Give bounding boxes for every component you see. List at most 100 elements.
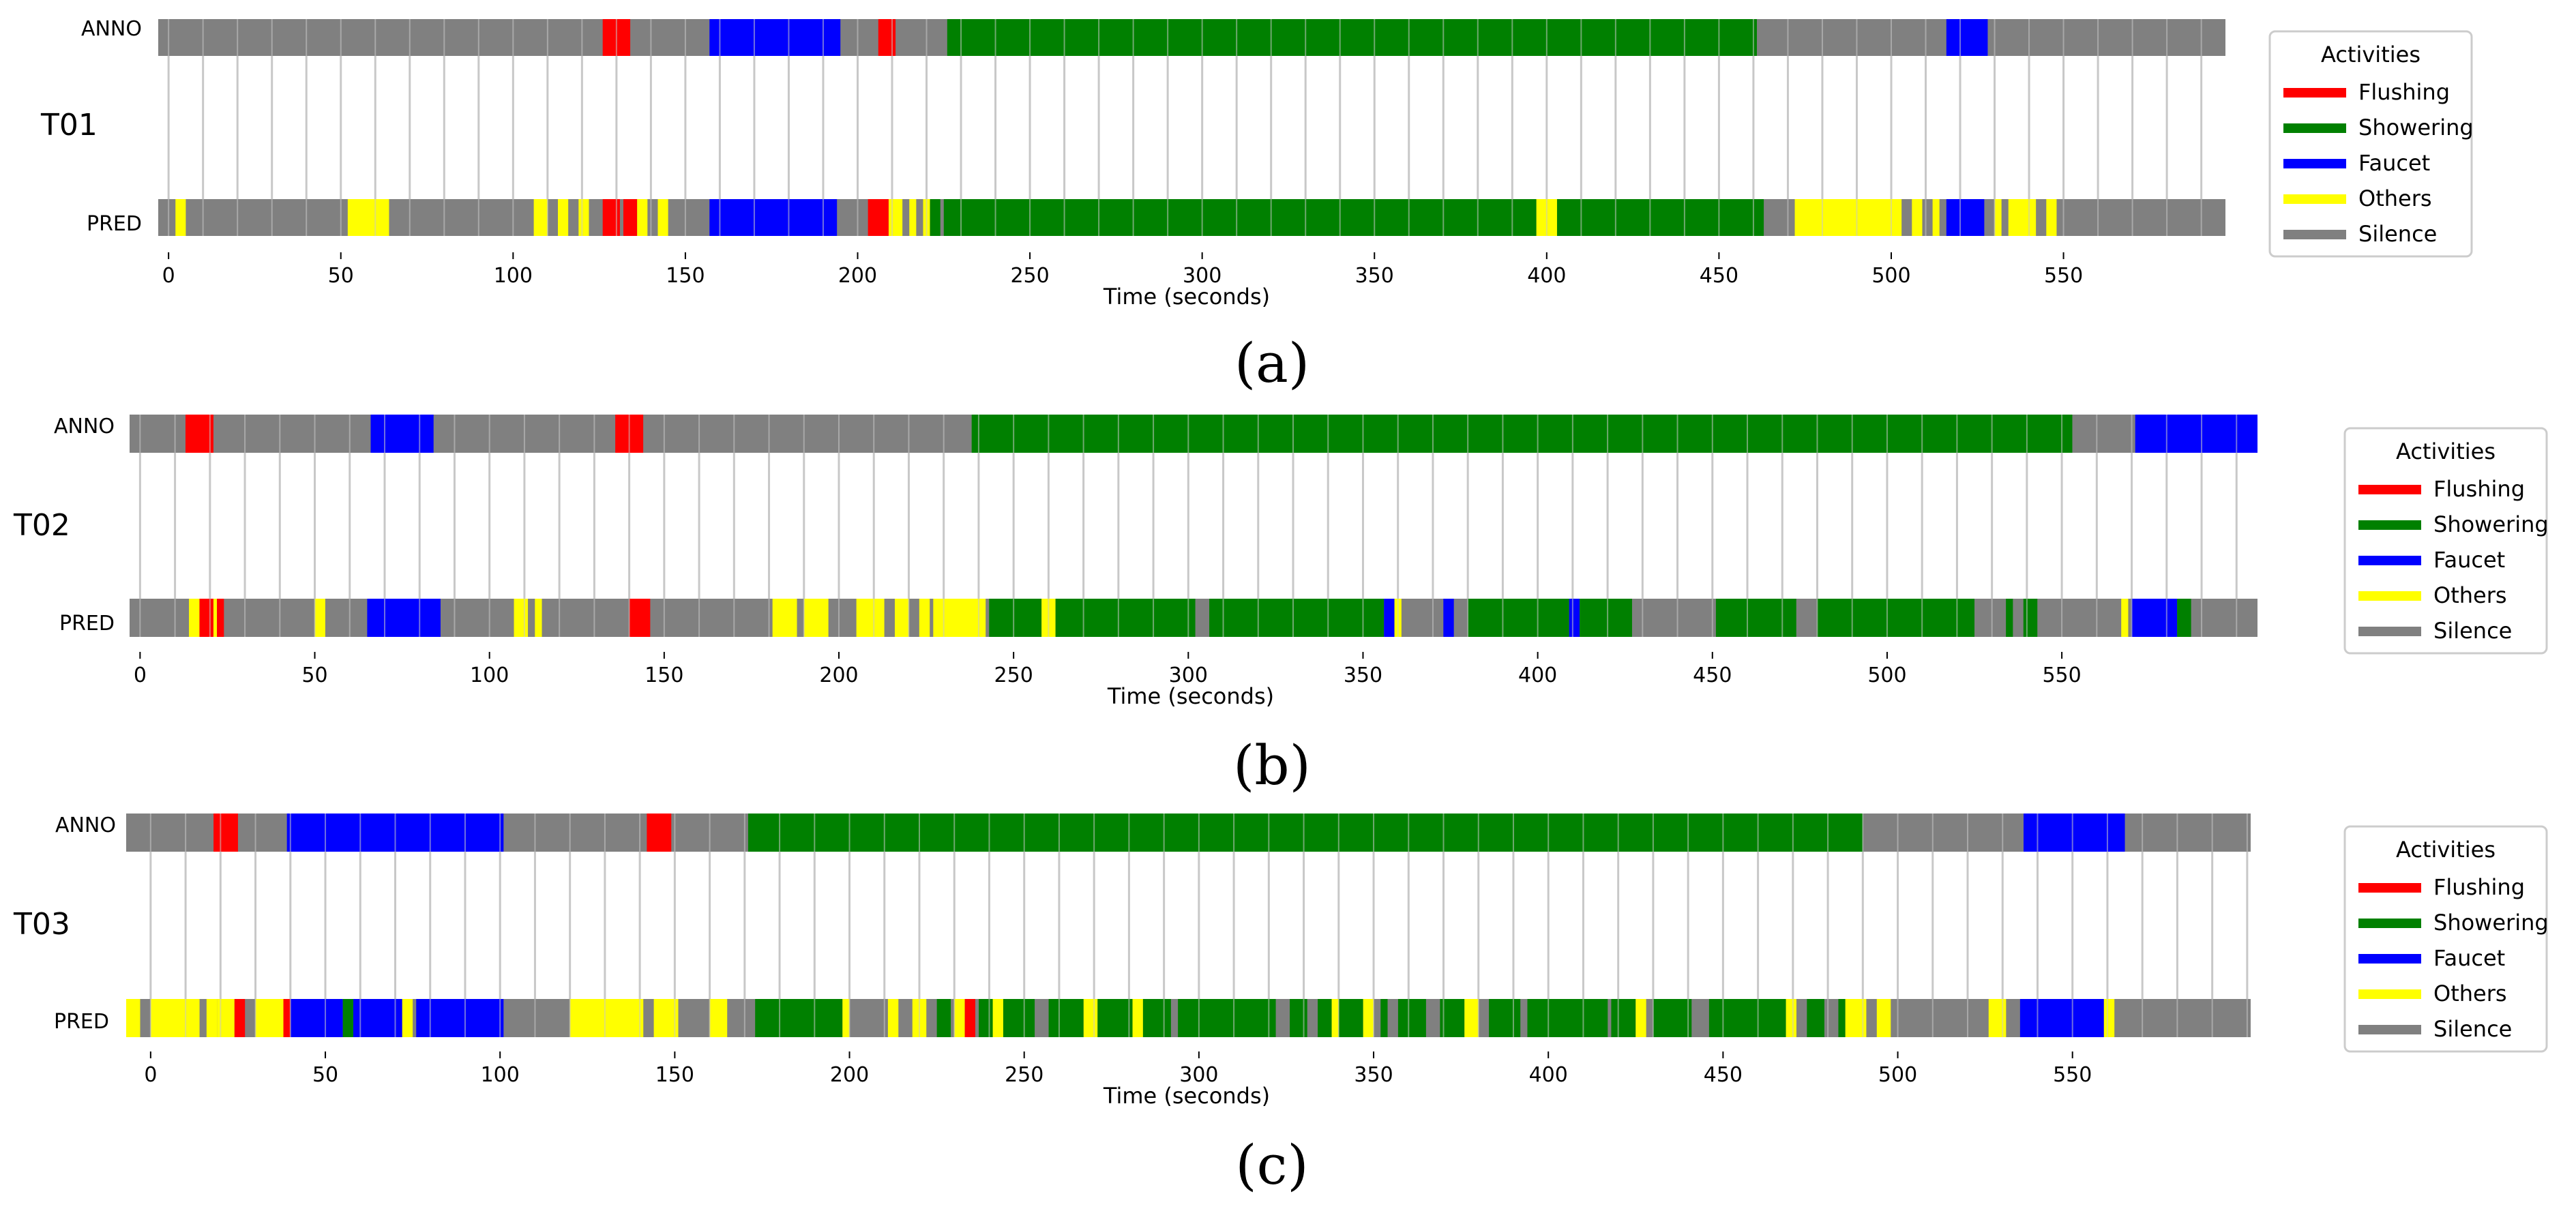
segment-faucet	[2135, 415, 2257, 453]
segment-others	[535, 599, 542, 637]
x-tick-label: 100	[470, 663, 509, 687]
segment-others	[933, 599, 986, 637]
segment-faucet	[290, 999, 343, 1037]
segment-faucet	[367, 599, 441, 637]
segment-others	[533, 199, 548, 236]
panel-c-anno-label: ANNO	[55, 814, 116, 837]
segment-showering	[989, 599, 1042, 637]
segment-showering	[1580, 599, 1632, 637]
panel-c-pred-label: PRED	[54, 1010, 109, 1034]
segment-showering	[755, 999, 843, 1037]
segment-showering	[1178, 999, 1276, 1037]
segment-showering	[2023, 599, 2038, 637]
segment-showering	[936, 999, 951, 1037]
segment-flushing	[283, 999, 291, 1037]
legend-label-others: Others	[2358, 185, 2432, 211]
segment-others	[894, 599, 909, 637]
panel-a-caption: (a)	[1234, 331, 1309, 395]
x-tick-label: 0	[144, 1063, 157, 1087]
legend-label-showering: Showering	[2358, 115, 2474, 140]
legend-label-faucet: Faucet	[2433, 547, 2505, 573]
x-tick-label: 250	[994, 663, 1033, 687]
segment-others	[919, 599, 930, 637]
segment-others	[189, 599, 200, 637]
x-tick-label: 350	[1344, 663, 1382, 687]
x-tick-label: 500	[1878, 1063, 1917, 1087]
x-tick-label: 250	[1005, 1063, 1043, 1087]
legend-label-others: Others	[2433, 981, 2507, 1006]
segment-flushing	[213, 814, 238, 852]
segment-others	[2046, 199, 2057, 236]
legend-label-flushing: Flushing	[2358, 79, 2450, 105]
segment-showering	[1489, 999, 1521, 1037]
panel-c-x-ticks: 0 50 100 150 200 250 300 350 400 450 500 550	[144, 1051, 2092, 1087]
segment-showering	[1527, 999, 1608, 1037]
x-tick-label: 400	[1529, 1063, 1568, 1087]
panel-b-pred-row	[130, 599, 2257, 637]
x-tick-label: 350	[1354, 1063, 1393, 1087]
legend-title: Activities	[2396, 837, 2496, 863]
segment-others	[954, 999, 965, 1037]
x-tick-label: 150	[655, 1063, 694, 1087]
x-tick-label: 500	[1871, 264, 1910, 288]
segment-showering	[1556, 199, 1764, 236]
segment-others	[150, 999, 200, 1037]
segment-others	[578, 199, 589, 236]
panel-c-trial-label: T03	[13, 907, 70, 942]
legend-label-showering: Showering	[2433, 511, 2549, 537]
x-tick-label: 450	[1700, 264, 1738, 288]
segment-flushing	[964, 999, 975, 1037]
segment-faucet	[1443, 599, 1454, 637]
x-tick-label: 200	[819, 663, 858, 687]
segment-showering	[1838, 999, 1846, 1037]
legend-label-silence: Silence	[2433, 1016, 2512, 1042]
legend-items: Flushing Showering Faucet Others Silence	[2358, 476, 2549, 644]
segment-faucet	[416, 999, 504, 1037]
segment-others	[569, 999, 644, 1037]
panel-c-pred-row	[126, 999, 2251, 1037]
x-tick-label: 50	[312, 1063, 338, 1087]
legend-items: Flushing Showering Faucet Others Silence	[2283, 79, 2474, 247]
x-tick-label: 550	[2042, 663, 2081, 687]
segment-others	[2008, 199, 2037, 236]
segment-showering	[943, 199, 1537, 236]
panel-a-x-axis-label: Time (seconds)	[1103, 284, 1270, 310]
segment-others	[1132, 999, 1143, 1037]
segment-others	[909, 199, 917, 236]
panel-c-x-axis-label: Time (seconds)	[1103, 1083, 1270, 1109]
segment-flushing	[868, 199, 889, 236]
x-tick-label: 50	[328, 264, 354, 288]
panel-b-caption: (b)	[1233, 734, 1311, 797]
x-tick-label: 150	[645, 663, 683, 687]
segment-others	[842, 999, 850, 1037]
segment-others	[709, 999, 728, 1037]
panel-c: 0 50 100 150 200 250 300 350 400 450 500 550 ANNO P…	[13, 814, 2549, 1197]
segment-others	[1635, 999, 1646, 1037]
segment-others	[1786, 999, 1796, 1037]
legend-title: Activities	[2321, 42, 2420, 68]
segment-others	[992, 999, 1003, 1037]
legend-label-flushing: Flushing	[2433, 476, 2525, 502]
segment-others	[1083, 999, 1098, 1037]
panel-b: 0 50 100 150 200 250 300 350 400 450 500 550 ANNO P…	[13, 415, 2549, 797]
segment-showering	[971, 415, 2073, 453]
segment-others	[347, 199, 389, 236]
segment-showering	[930, 199, 941, 236]
segment-others	[1876, 999, 1891, 1037]
segment-showering	[1055, 599, 1196, 637]
segment-flushing	[217, 599, 224, 637]
segment-others	[514, 599, 529, 637]
segment-showering	[1209, 599, 1385, 637]
x-tick-label: 350	[1355, 264, 1394, 288]
x-tick-label: 50	[301, 663, 327, 687]
legend-title: Activities	[2396, 438, 2496, 464]
segment-others	[772, 599, 797, 637]
x-tick-label: 400	[1518, 663, 1557, 687]
segment-others	[402, 999, 413, 1037]
panel-b-trial-label: T02	[13, 508, 70, 543]
segment-others	[217, 999, 235, 1037]
legend-label-showering: Showering	[2433, 910, 2549, 936]
segment-faucet	[353, 999, 402, 1037]
panel-b-x-axis-label: Time (seconds)	[1107, 683, 1274, 709]
segment-flushing	[234, 999, 246, 1037]
